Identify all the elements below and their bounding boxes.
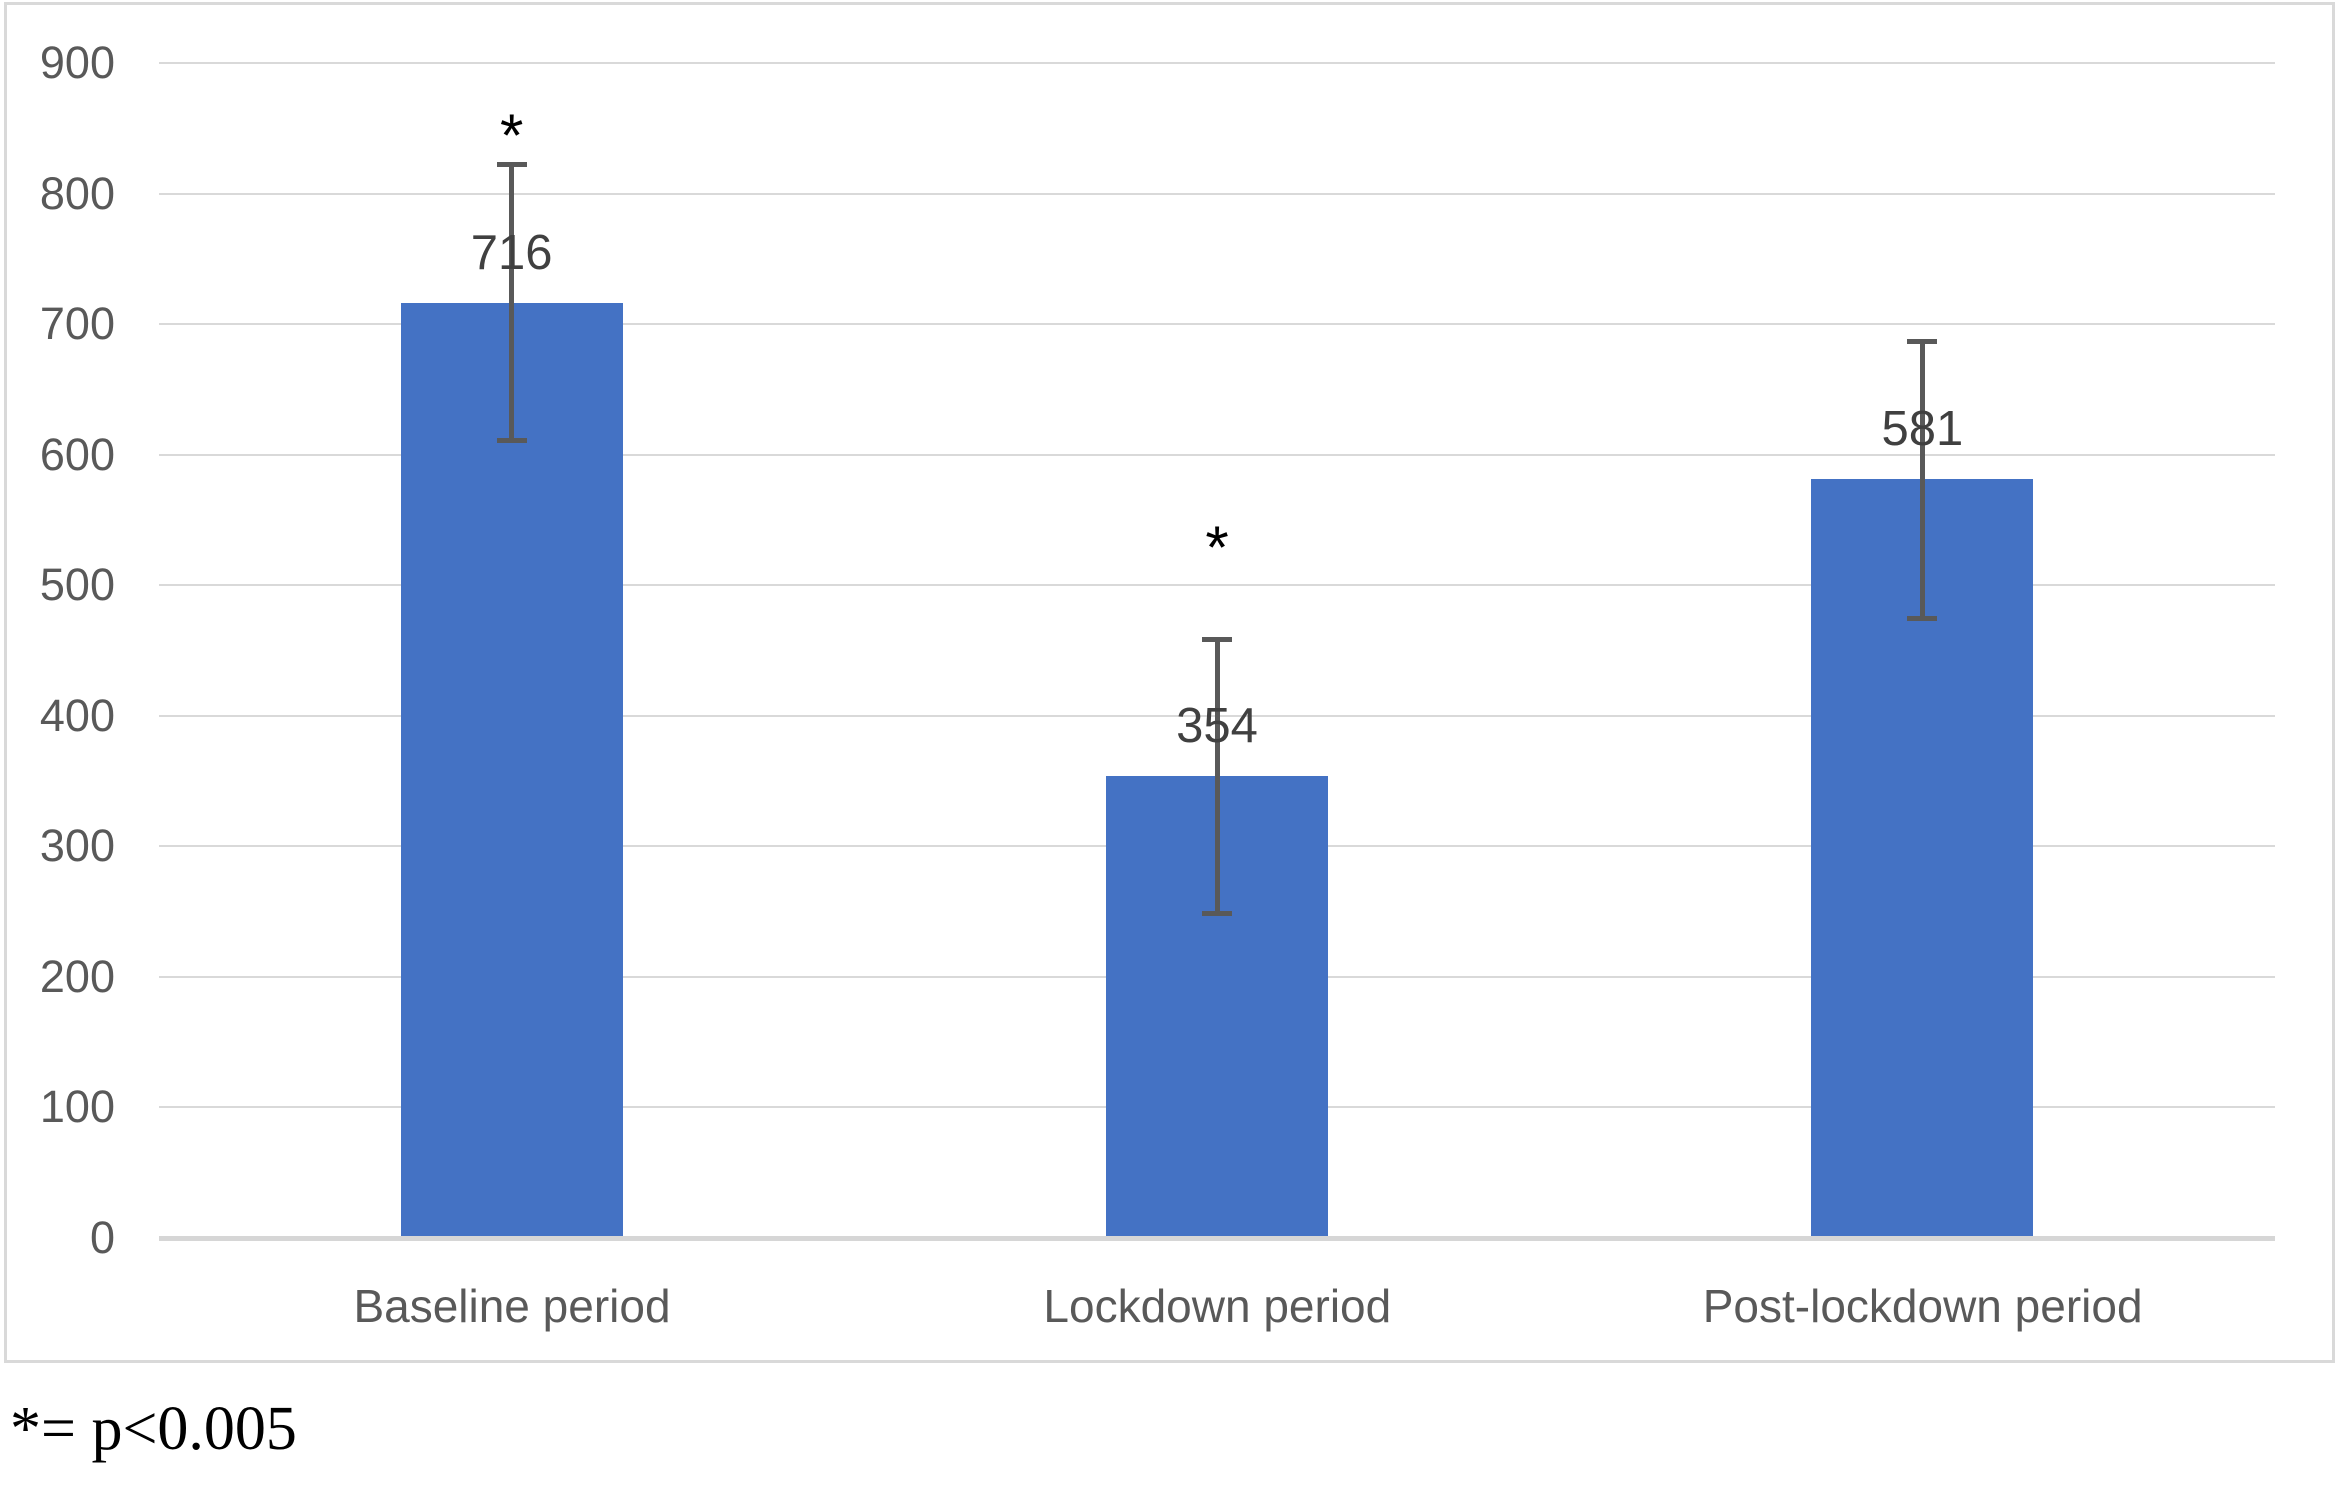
error-bar-cap xyxy=(1202,636,1232,642)
gridline xyxy=(159,62,2275,64)
bar-value-label: 354 xyxy=(1176,698,1258,753)
category-label: Lockdown period xyxy=(1043,1280,1392,1332)
gridline xyxy=(159,453,2275,456)
error-bar-line xyxy=(509,163,515,441)
gridline xyxy=(159,323,2275,326)
error-bar-line xyxy=(1214,638,1220,913)
error-bar-cap xyxy=(496,161,527,167)
x-axis-line xyxy=(159,1236,2275,1241)
bar xyxy=(400,303,623,1238)
significance-asterisk: * xyxy=(499,101,524,169)
y-tick-label: 0 xyxy=(89,1212,115,1263)
error-bar-cap xyxy=(1907,615,1938,621)
error-bar-cap xyxy=(496,438,527,444)
y-tick-label: 100 xyxy=(39,1081,115,1133)
significance-footnote: *= p<0.005 xyxy=(10,1395,297,1463)
y-tick-label: 600 xyxy=(39,428,115,480)
gridline xyxy=(159,192,2275,195)
category-label: Post-lockdown period xyxy=(1702,1280,2143,1332)
y-tick-label: 400 xyxy=(39,689,115,741)
y-tick-label: 300 xyxy=(39,820,115,872)
error-bar-line xyxy=(1919,341,1925,618)
y-tick-label: 800 xyxy=(39,167,115,219)
y-tick-label: 200 xyxy=(39,950,115,1002)
bar-value-label: 581 xyxy=(1881,402,1964,457)
bar-value-label: 716 xyxy=(470,226,553,281)
y-tick-label: 700 xyxy=(39,298,115,350)
error-bar-cap xyxy=(1907,339,1938,345)
bar-chart-frame: 716 354 581 * * 0 100 200 300 400 500 600 700 800 900… xyxy=(4,2,2335,1363)
error-bar-cap xyxy=(1202,910,1232,916)
significance-asterisk: * xyxy=(1205,514,1229,582)
plot-area: 716 354 581 * * xyxy=(159,62,2275,1241)
gridline xyxy=(159,584,2275,587)
y-tick-label: 900 xyxy=(39,37,115,88)
y-tick-label: 500 xyxy=(39,559,115,611)
category-label: Baseline period xyxy=(353,1280,671,1332)
